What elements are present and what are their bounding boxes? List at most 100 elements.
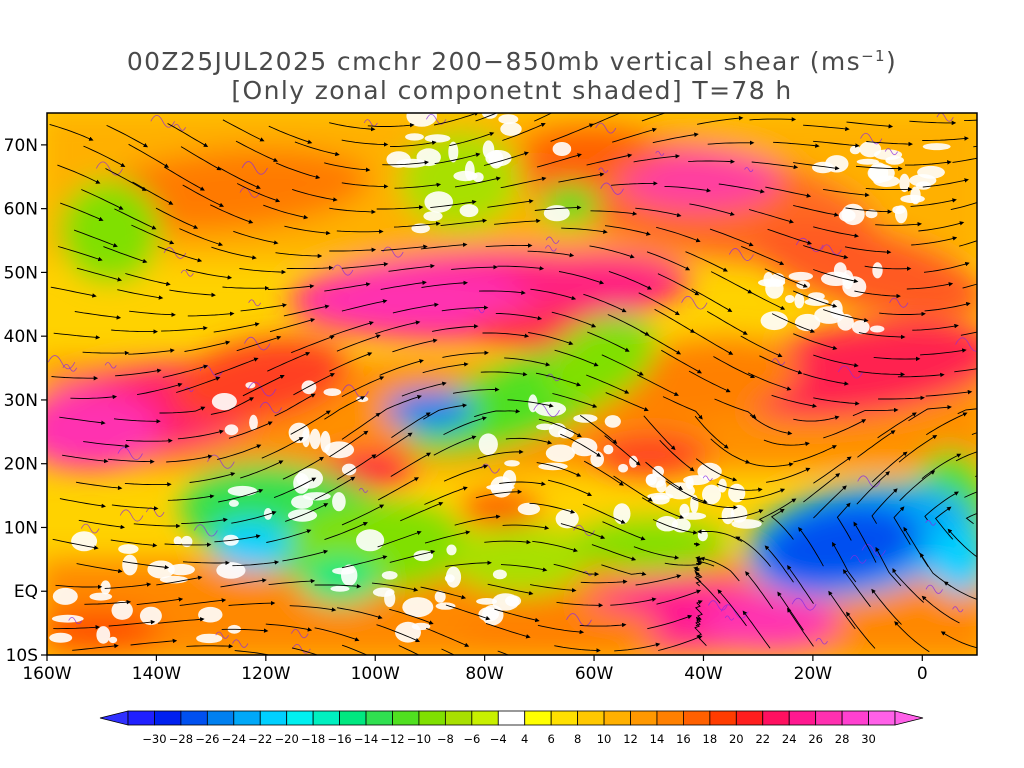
- streamline: [420, 586, 467, 600]
- streamline: [973, 145, 977, 148]
- streamline: [51, 375, 99, 381]
- weak-shear-patch: [536, 423, 554, 431]
- streamline: [53, 625, 101, 630]
- streamline: [747, 462, 794, 467]
- streamline: [871, 451, 908, 483]
- streamline: [855, 165, 903, 171]
- weak-shear-patch: [545, 444, 576, 463]
- weak-shear-patch: [721, 506, 735, 525]
- weak-shear-patch: [356, 396, 369, 403]
- weak-shear-patch: [794, 292, 805, 309]
- contour-line: [545, 236, 560, 244]
- streamline: [793, 204, 839, 217]
- contour-line: [724, 615, 735, 621]
- contour-line: [925, 519, 937, 526]
- streamline: [710, 438, 751, 464]
- weak-shear-patch: [139, 606, 162, 626]
- streamline: [182, 184, 225, 207]
- streamline: [717, 589, 747, 627]
- streamline: [709, 228, 754, 247]
- colorbar-box: [868, 710, 896, 726]
- streamline: [924, 491, 959, 521]
- streamline: [666, 480, 708, 504]
- streamline: [554, 349, 599, 367]
- streamline: [483, 151, 529, 166]
- streamline: [475, 489, 523, 499]
- streamline: [341, 262, 389, 269]
- streamline: [122, 561, 170, 570]
- colorbar-tick-label: −6: [463, 732, 480, 746]
- streamline: [485, 622, 531, 639]
- weak-shear-patch: [517, 502, 541, 516]
- contour-line: [247, 381, 277, 397]
- streamline: [388, 263, 435, 272]
- streamline: [858, 332, 906, 340]
- streamline: [502, 122, 546, 141]
- weak-shear-patch: [196, 633, 223, 644]
- streamline: [231, 510, 277, 524]
- streamline: [749, 414, 793, 436]
- streamline: [441, 305, 489, 312]
- contour-line: [215, 631, 229, 639]
- weak-shear-patch: [498, 114, 519, 125]
- weak-shear-patch: [224, 424, 239, 436]
- streamline: [713, 356, 756, 379]
- streamline: [601, 354, 644, 376]
- shear-shade-patch: [753, 220, 977, 320]
- contour-line: [232, 639, 249, 648]
- streamline: [162, 364, 209, 378]
- streamline: [688, 370, 731, 393]
- streamline: [187, 311, 235, 317]
- contour-line: [62, 363, 78, 372]
- colorbar-box: [339, 710, 367, 726]
- streamline: [975, 475, 977, 477]
- contour-line: [598, 167, 609, 173]
- shear-shade-patch: [620, 150, 780, 210]
- streamline: [477, 449, 524, 460]
- streamline: [421, 280, 468, 288]
- streamline: [747, 372, 792, 391]
- colorbar-tick-label: −22: [248, 732, 272, 746]
- weak-shear-patch: [263, 508, 273, 520]
- colorbar-box: [365, 710, 393, 726]
- streamline: [558, 172, 605, 183]
- weak-shear-patch: [765, 278, 784, 299]
- streamline: [909, 120, 957, 126]
- weak-shear-patch: [249, 414, 258, 431]
- streamline: [877, 412, 917, 439]
- streamline: [803, 373, 849, 386]
- streamline: [537, 624, 585, 635]
- lon-tick-label: 60W: [575, 664, 614, 684]
- streamline: [813, 456, 852, 484]
- streamline: [685, 251, 728, 272]
- streamline: [695, 458, 738, 482]
- weak-shear-patch: [424, 134, 451, 143]
- streamline: [434, 152, 481, 165]
- streamline: [694, 415, 729, 449]
- colorbar-box: [603, 710, 631, 726]
- streamline: [694, 616, 707, 647]
- streamline: [81, 189, 124, 210]
- weak-shear-patch: [402, 597, 434, 618]
- streamline: [793, 290, 838, 308]
- streamline: [424, 486, 468, 505]
- weak-shear-patch: [604, 415, 621, 428]
- streamline: [771, 394, 817, 408]
- streamline: [424, 530, 471, 544]
- streamline: [504, 357, 551, 367]
- colorbar-box: [206, 710, 235, 726]
- streamline: [502, 524, 550, 530]
- streamline: [813, 485, 847, 519]
- streamline: [844, 246, 892, 255]
- streamline: [926, 412, 968, 436]
- weak-shear-patch: [173, 536, 182, 546]
- streamline: [273, 477, 317, 499]
- colorbar-box: [444, 710, 473, 726]
- streamline: [103, 246, 148, 264]
- streamline: [274, 393, 316, 417]
- contour-line: [884, 148, 898, 156]
- streamline: [813, 269, 859, 284]
- contour-line: [837, 365, 864, 379]
- contour-line: [708, 600, 728, 611]
- streamline: [83, 441, 130, 449]
